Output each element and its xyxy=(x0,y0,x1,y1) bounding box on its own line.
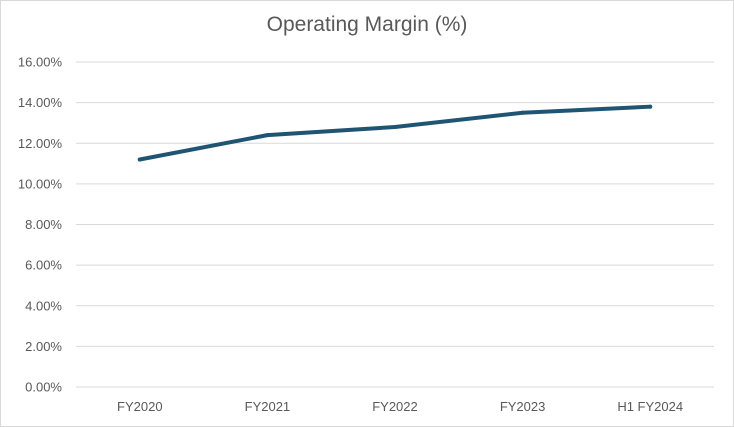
data-point xyxy=(137,157,142,162)
series-line xyxy=(137,104,653,162)
y-tick-label: 14.00% xyxy=(18,95,63,110)
y-tick-label: 2.00% xyxy=(25,339,62,354)
x-tick-label: FY2023 xyxy=(500,399,546,414)
data-point xyxy=(648,104,653,109)
data-point xyxy=(393,125,397,129)
x-tick-label: FY2020 xyxy=(117,399,163,414)
y-tick-label: 8.00% xyxy=(25,217,62,232)
x-tick-label: H1 FY2024 xyxy=(617,399,683,414)
x-tick-label: FY2021 xyxy=(245,399,291,414)
chart-title: Operating Margin (%) xyxy=(266,13,468,36)
y-tick-label: 6.00% xyxy=(25,258,62,273)
y-tick-label: 16.00% xyxy=(18,55,63,70)
y-tick-label: 0.00% xyxy=(25,380,62,395)
data-point xyxy=(520,110,525,115)
y-tick-label: 12.00% xyxy=(18,136,63,151)
y-tick-label: 4.00% xyxy=(25,298,62,313)
data-point xyxy=(265,133,270,138)
y-tick-label: 10.00% xyxy=(18,176,63,191)
x-tick-label: FY2022 xyxy=(372,399,418,414)
